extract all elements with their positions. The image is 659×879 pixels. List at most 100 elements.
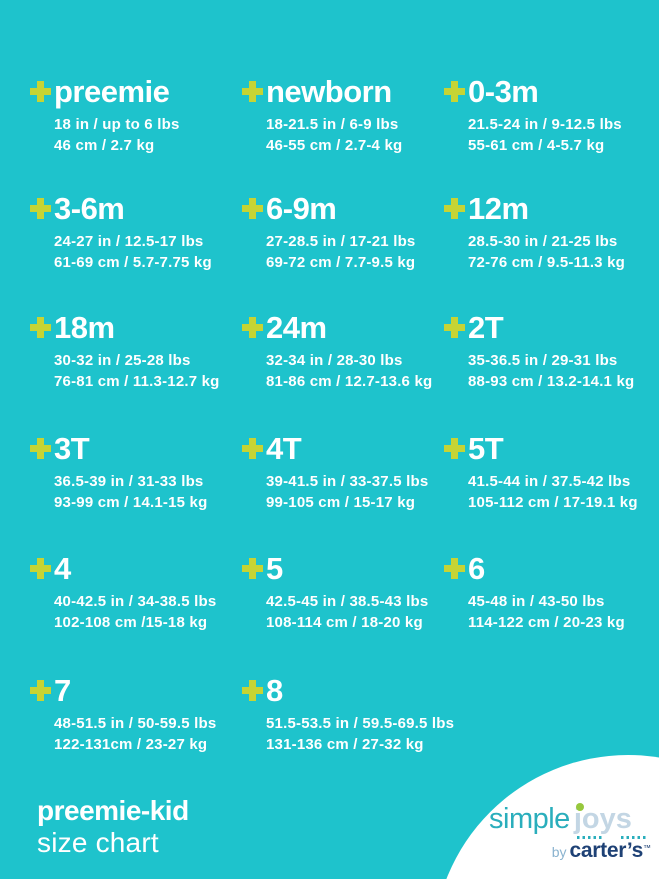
size-entry: 24m 32-34 in / 28-30 lbs 81-86 cm / 12.7… (242, 312, 432, 392)
size-imperial-range: 18 in / up to 6 lbs (54, 116, 180, 133)
size-imperial-range: 48-51.5 in / 50-59.5 lbs (54, 715, 217, 732)
size-metric-range: 99-105 cm / 15-17 kg (266, 494, 416, 511)
size-entry: 5T 41.5-44 in / 37.5-42 lbs 105-112 cm /… (444, 433, 638, 513)
size-entry-body: 7 48-51.5 in / 50-59.5 lbs 122-131cm / 2… (54, 675, 216, 755)
size-metric-range: 105-112 cm / 17-19.1 kg (468, 494, 638, 511)
size-entry: 0-3m 21.5-24 in / 9-12.5 lbs 55-61 cm / … (444, 76, 622, 156)
chart-title: preemie-kid (37, 795, 189, 826)
size-imperial-range: 27-28.5 in / 17-21 lbs (266, 233, 416, 250)
size-imperial-range: 45-48 in / 43-50 lbs (468, 593, 605, 610)
size-entry-body: 18m 30-32 in / 25-28 lbs 76-81 cm / 11.3… (54, 312, 220, 392)
plus-icon (242, 198, 263, 219)
size-entry: 5 42.5-45 in / 38.5-43 lbs 108-114 cm / … (242, 553, 428, 633)
size-entry: 2T 35-36.5 in / 29-31 lbs 88-93 cm / 13.… (444, 312, 634, 392)
size-name: 4 (54, 551, 71, 586)
size-imperial-range: 18-21.5 in / 6-9 lbs (266, 116, 399, 133)
size-metric-range: 93-99 cm / 14.1-15 kg (54, 494, 208, 511)
size-entry: 4T 39-41.5 in / 33-37.5 lbs 99-105 cm / … (242, 433, 428, 513)
size-entry-body: 12m 28.5-30 in / 21-25 lbs 72-76 cm / 9.… (468, 193, 625, 273)
size-name: 5T (468, 431, 504, 466)
size-metric-range: 131-136 cm / 27-32 kg (266, 736, 424, 753)
size-name: 6 (468, 551, 485, 586)
size-entry-body: 3T 36.5-39 in / 31-33 lbs 93-99 cm / 14.… (54, 433, 207, 513)
size-entry: 3T 36.5-39 in / 31-33 lbs 93-99 cm / 14.… (30, 433, 207, 513)
logo-by-text: by (551, 844, 567, 860)
plus-icon (444, 198, 465, 219)
size-metric-range: 88-93 cm / 13.2-14.1 kg (468, 373, 635, 390)
size-entry-body: preemie 18 in / up to 6 lbs 46 cm / 2.7 … (54, 76, 180, 156)
chart-footer: preemie-kid size chart (37, 794, 189, 858)
size-imperial-range: 41.5-44 in / 37.5-42 lbs (468, 473, 631, 490)
plus-icon (242, 81, 263, 102)
size-entry: 18m 30-32 in / 25-28 lbs 76-81 cm / 11.3… (30, 312, 220, 392)
size-metric-range: 108-114 cm / 18-20 kg (266, 614, 423, 631)
size-imperial-range: 39-41.5 in / 33-37.5 lbs (266, 473, 429, 490)
logo-wordmark: simple joys (489, 803, 653, 839)
plus-icon (30, 680, 51, 701)
size-name: 8 (266, 673, 283, 708)
size-entry-body: 3-6m 24-27 in / 12.5-17 lbs 61-69 cm / 5… (54, 193, 212, 273)
size-metric-range: 69-72 cm / 7.7-9.5 kg (266, 254, 416, 271)
size-imperial-range: 30-32 in / 25-28 lbs (54, 352, 191, 369)
size-name: 6-9m (266, 191, 337, 226)
size-entry-body: 8 51.5-53.5 in / 59.5-69.5 lbs 131-136 c… (266, 675, 454, 755)
size-entry: preemie 18 in / up to 6 lbs 46 cm / 2.7 … (30, 76, 180, 156)
plus-icon (242, 317, 263, 338)
size-metric-range: 61-69 cm / 5.7-7.75 kg (54, 254, 212, 271)
size-metric-range: 76-81 cm / 11.3-12.7 kg (54, 373, 220, 390)
plus-icon (242, 680, 263, 701)
size-imperial-range: 51.5-53.5 in / 59.5-69.5 lbs (266, 715, 455, 732)
logo-byline: by carter’s™ (489, 839, 653, 863)
logo-dotted-underline-right (621, 836, 647, 839)
size-entry-body: 6-9m 27-28.5 in / 17-21 lbs 69-72 cm / 7… (266, 193, 415, 273)
size-entry-body: newborn 18-21.5 in / 6-9 lbs 46-55 cm / … (266, 76, 402, 156)
plus-icon (444, 558, 465, 579)
plus-icon (242, 558, 263, 579)
logo-dotted-underline-left (577, 836, 603, 839)
size-metric-range: 122-131cm / 23-27 kg (54, 736, 208, 753)
size-imperial-range: 24-27 in / 12.5-17 lbs (54, 233, 204, 250)
size-entry: 3-6m 24-27 in / 12.5-17 lbs 61-69 cm / 5… (30, 193, 212, 273)
size-entry-body: 6 45-48 in / 43-50 lbs 114-122 cm / 20-2… (468, 553, 625, 633)
size-entry-body: 0-3m 21.5-24 in / 9-12.5 lbs 55-61 cm / … (468, 76, 622, 156)
plus-icon (444, 438, 465, 459)
plus-icon (30, 198, 51, 219)
size-metric-range: 72-76 cm / 9.5-11.3 kg (468, 254, 626, 271)
size-entry-body: 4 40-42.5 in / 34-38.5 lbs 102-108 cm /1… (54, 553, 216, 633)
size-metric-range: 55-61 cm / 4-5.7 kg (468, 137, 605, 154)
size-imperial-range: 35-36.5 in / 29-31 lbs (468, 352, 618, 369)
plus-icon (30, 81, 51, 102)
plus-icon (30, 558, 51, 579)
chart-subtitle: size chart (37, 827, 159, 858)
size-entry: 4 40-42.5 in / 34-38.5 lbs 102-108 cm /1… (30, 553, 216, 633)
size-imperial-range: 36.5-39 in / 31-33 lbs (54, 473, 204, 490)
size-name: newborn (266, 74, 392, 109)
plus-icon (30, 438, 51, 459)
size-metric-range: 114-122 cm / 20-23 kg (468, 614, 625, 631)
logo-circle: simple joys by carter’s™ (433, 755, 659, 879)
size-metric-range: 102-108 cm /15-18 kg (54, 614, 208, 631)
size-name: 2T (468, 310, 504, 345)
size-entry-body: 2T 35-36.5 in / 29-31 lbs 88-93 cm / 13.… (468, 312, 634, 392)
size-imperial-range: 28.5-30 in / 21-25 lbs (468, 233, 618, 250)
size-entry: 6-9m 27-28.5 in / 17-21 lbs 69-72 cm / 7… (242, 193, 415, 273)
size-entry-body: 24m 32-34 in / 28-30 lbs 81-86 cm / 12.7… (266, 312, 432, 392)
size-imperial-range: 32-34 in / 28-30 lbs (266, 352, 403, 369)
size-entry: 6 45-48 in / 43-50 lbs 114-122 cm / 20-2… (444, 553, 625, 633)
size-metric-range: 81-86 cm / 12.7-13.6 kg (266, 373, 433, 390)
size-name: 3-6m (54, 191, 125, 226)
size-entry-body: 5 42.5-45 in / 38.5-43 lbs 108-114 cm / … (266, 553, 428, 633)
size-name: preemie (54, 74, 170, 109)
size-entry-body: 4T 39-41.5 in / 33-37.5 lbs 99-105 cm / … (266, 433, 428, 513)
size-entry: 7 48-51.5 in / 50-59.5 lbs 122-131cm / 2… (30, 675, 216, 755)
size-name: 3T (54, 431, 90, 466)
size-name: 7 (54, 673, 71, 708)
plus-icon (242, 438, 263, 459)
size-metric-range: 46 cm / 2.7 kg (54, 137, 155, 154)
size-name: 18m (54, 310, 115, 345)
plus-icon (30, 317, 51, 338)
size-entry: 8 51.5-53.5 in / 59.5-69.5 lbs 131-136 c… (242, 675, 454, 755)
plus-icon (444, 81, 465, 102)
size-name: 0-3m (468, 74, 539, 109)
